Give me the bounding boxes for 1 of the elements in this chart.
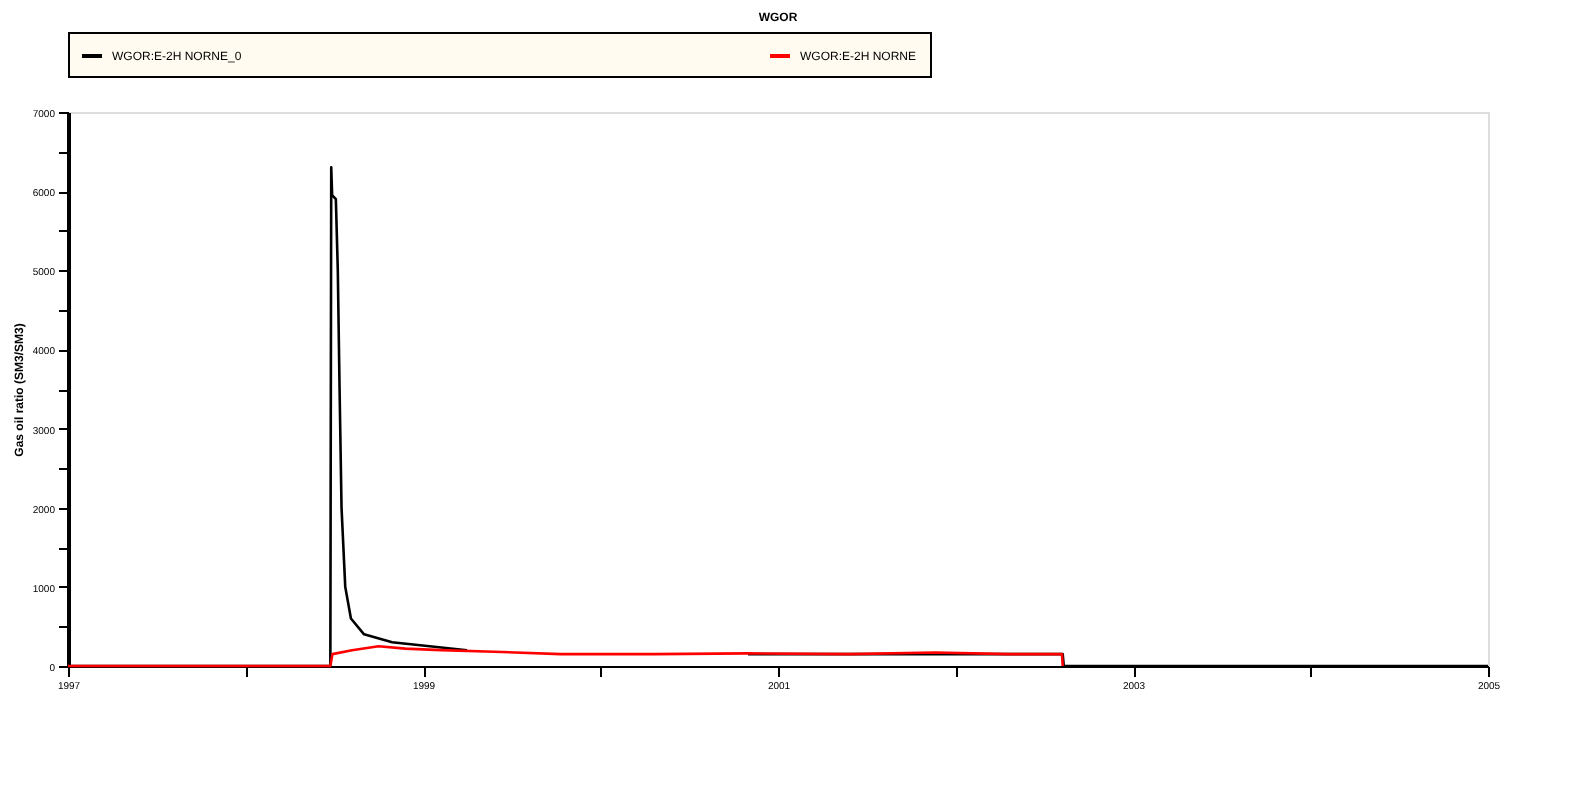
line-series [66, 644, 1065, 668]
